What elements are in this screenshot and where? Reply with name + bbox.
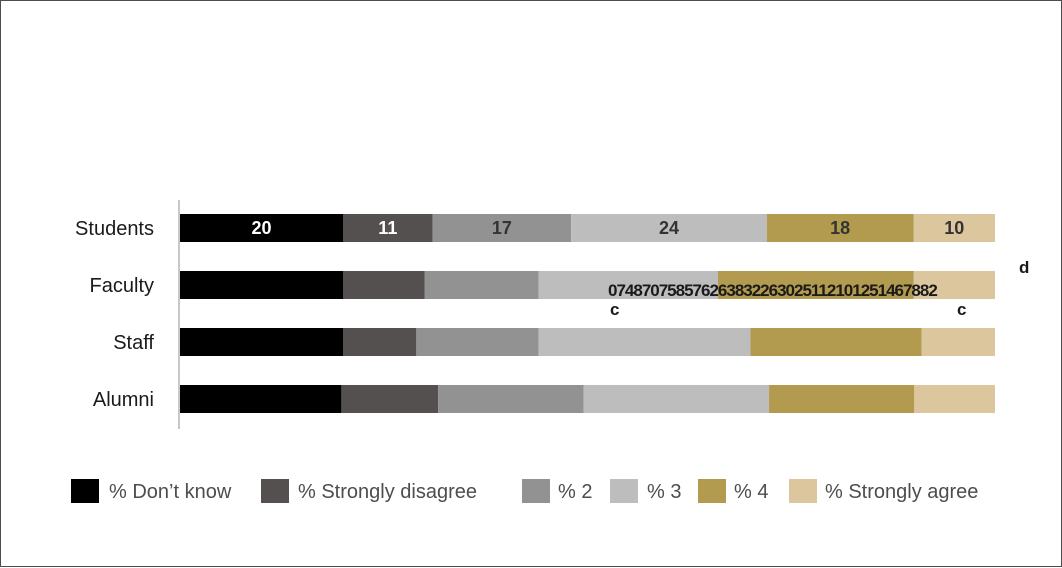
- bar-students-don-t-know: [180, 214, 343, 242]
- bar-staff-strongly-agree: [921, 328, 995, 356]
- bar-alumni-strongly-agree: [914, 385, 995, 413]
- overlap-label-main: 074870758576263832263025112101251467882: [608, 281, 937, 300]
- bar-alumni-2: [438, 385, 584, 413]
- value-label-students-2: 17: [492, 218, 512, 238]
- value-labels: 20 11 17 24 18 10: [251, 218, 964, 238]
- bar-students-3: [571, 214, 767, 242]
- bar-faculty-3: [538, 271, 718, 299]
- legend-swatch-4: [698, 479, 726, 503]
- legend-swatch-strongly-agree: [789, 479, 817, 503]
- bar-students-4: [766, 214, 914, 242]
- category-labels: Students Faculty Staff Alumni: [75, 218, 154, 411]
- value-label-students-don-t-know: 20: [251, 218, 271, 238]
- legend-label-2: % 2: [558, 481, 592, 503]
- bar-students-2: [432, 214, 572, 242]
- overlap-label-sub-right: c: [957, 300, 966, 319]
- bar-faculty-strongly-agree: [913, 271, 995, 299]
- legend: % Don’t know % Strongly disagree % 2 % 3 % 4…: [71, 479, 978, 503]
- legend-label-strongly-disagree: % Strongly disagree: [298, 481, 477, 503]
- bar-staff-2: [416, 328, 539, 356]
- legend-label-4: % 4: [734, 481, 768, 503]
- bar-alumni-4: [769, 385, 915, 413]
- bar-students-strongly-agree: [913, 214, 995, 242]
- category-label-staff: Staff: [113, 332, 154, 354]
- legend-label-don-t-know: % Don’t know: [109, 481, 232, 503]
- category-label-faculty: Faculty: [90, 275, 154, 297]
- bar-faculty-strongly-disagree: [343, 271, 425, 299]
- bar-alumni-don-t-know: [180, 385, 342, 413]
- value-label-students-strongly-agree: 10: [944, 218, 964, 238]
- legend-swatch-strongly-disagree: [261, 479, 289, 503]
- legend-label-strongly-agree: % Strongly agree: [825, 481, 978, 503]
- value-label-students-3: 24: [659, 218, 679, 238]
- legend-swatch-3: [610, 479, 638, 503]
- legend-swatch-don-t-know: [71, 479, 99, 503]
- bar-alumni-3: [583, 385, 770, 413]
- bar-faculty-2: [424, 271, 539, 299]
- overlap-label-sup-right: d: [1019, 258, 1029, 277]
- bar-faculty-don-t-know: [180, 271, 343, 299]
- bar-staff-4: [750, 328, 922, 356]
- bar-staff-3: [538, 328, 751, 356]
- value-label-students-4: 18: [830, 218, 850, 238]
- legend-swatch-2: [522, 479, 550, 503]
- bar-staff-don-t-know: [180, 328, 343, 356]
- overlap-label-sub-left: c: [610, 300, 619, 319]
- bar-staff-strongly-disagree: [343, 328, 417, 356]
- legend-label-3: % 3: [647, 481, 681, 503]
- bar-students-strongly-disagree: [343, 214, 433, 242]
- category-label-students: Students: [75, 218, 154, 240]
- overlapping-labels: 074870758576263832263025112101251467882 …: [608, 258, 1029, 319]
- value-label-students-strongly-disagree: 11: [378, 218, 397, 238]
- bar-faculty-4: [717, 271, 914, 299]
- category-label-alumni: Alumni: [93, 389, 154, 411]
- bars-layer: [180, 214, 995, 413]
- bar-alumni-strongly-disagree: [341, 385, 439, 413]
